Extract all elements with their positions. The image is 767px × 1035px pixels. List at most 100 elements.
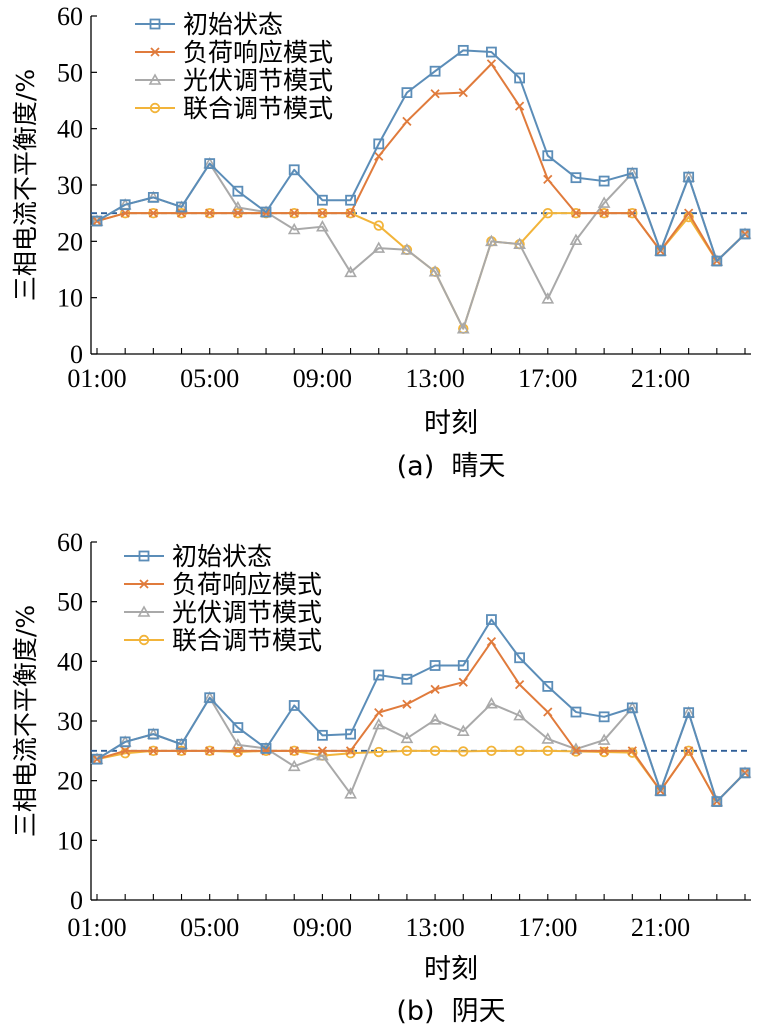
series-pv bbox=[90, 691, 752, 807]
series-line bbox=[96, 749, 746, 803]
data-point bbox=[542, 745, 553, 757]
x-tick-label: 17:00 bbox=[518, 913, 577, 942]
data-point bbox=[233, 746, 243, 756]
data-point bbox=[91, 753, 103, 765]
data-point bbox=[373, 138, 385, 150]
data-point bbox=[599, 746, 609, 756]
y-tick-label: 30 bbox=[57, 171, 83, 200]
legend-label: 初始状态 bbox=[183, 10, 283, 39]
data-point bbox=[429, 65, 441, 77]
data-point bbox=[147, 728, 159, 740]
data-point bbox=[231, 738, 245, 750]
legend-marker bbox=[139, 579, 149, 589]
y-tick-label: 40 bbox=[57, 647, 83, 676]
data-point bbox=[457, 44, 469, 56]
y-tick-label: 10 bbox=[57, 826, 83, 855]
data-point bbox=[486, 59, 497, 69]
legend-marker bbox=[138, 634, 150, 646]
data-point bbox=[374, 151, 384, 161]
legend-label: 联合调节模式 bbox=[183, 94, 333, 123]
y-tick-label: 60 bbox=[57, 528, 83, 557]
data-point bbox=[543, 707, 553, 717]
data-point bbox=[148, 208, 158, 218]
data-point bbox=[176, 208, 187, 218]
data-point bbox=[287, 759, 301, 772]
x-axis-label: 时刻 bbox=[424, 408, 478, 439]
x-tick-label: 01:00 bbox=[67, 913, 126, 942]
data-point bbox=[402, 699, 412, 709]
data-point bbox=[372, 241, 386, 253]
legend-label: 负荷响应模式 bbox=[172, 570, 322, 599]
data-point bbox=[513, 237, 526, 249]
data-point bbox=[599, 208, 609, 218]
data-point bbox=[514, 72, 526, 84]
data-point bbox=[344, 787, 357, 799]
series-pv bbox=[90, 156, 752, 334]
data-point bbox=[232, 185, 244, 197]
data-point bbox=[428, 265, 442, 277]
data-point bbox=[345, 208, 356, 218]
data-point bbox=[486, 46, 497, 58]
data-point bbox=[147, 191, 159, 203]
data-point bbox=[288, 164, 300, 176]
x-tick-label: 17:00 bbox=[518, 364, 577, 393]
x-tick-label: 05:00 bbox=[180, 364, 239, 393]
data-point bbox=[627, 746, 637, 756]
data-point bbox=[345, 748, 356, 759]
data-point bbox=[570, 706, 582, 718]
data-point bbox=[683, 171, 695, 183]
chart-sunny: 0 10 20 30 40 50 60 01:00 05:00 09:00 13:00 17:00 21… bbox=[11, 2, 752, 482]
x-tick-label: 13:00 bbox=[405, 913, 464, 942]
legend-marker bbox=[149, 18, 161, 30]
data-point bbox=[374, 708, 384, 718]
data-point bbox=[176, 201, 187, 213]
data-point bbox=[458, 677, 468, 687]
y-tick-label: 30 bbox=[57, 707, 83, 736]
data-point bbox=[597, 196, 611, 208]
data-point bbox=[514, 745, 525, 757]
legend-item: 初始状态 bbox=[124, 542, 272, 571]
y-tick-label: 0 bbox=[70, 340, 83, 369]
series-line bbox=[96, 62, 746, 263]
data-point bbox=[739, 767, 751, 779]
series-joint bbox=[91, 207, 751, 334]
series-initial bbox=[91, 44, 751, 267]
data-point bbox=[655, 245, 666, 257]
data-point bbox=[598, 175, 610, 187]
y-tick-label: 10 bbox=[57, 284, 83, 313]
data-point bbox=[514, 652, 526, 664]
data-point bbox=[176, 738, 187, 750]
legend-label: 初始状态 bbox=[172, 542, 272, 571]
data-point bbox=[316, 220, 329, 232]
data-point bbox=[205, 746, 215, 756]
data-point bbox=[288, 700, 300, 711]
y-tick-label: 20 bbox=[57, 227, 83, 256]
data-point bbox=[598, 746, 610, 758]
data-point bbox=[289, 746, 299, 756]
data-point bbox=[485, 697, 498, 709]
data-point bbox=[231, 200, 245, 213]
y-tick-label: 60 bbox=[57, 2, 83, 31]
data-point bbox=[458, 746, 469, 757]
data-point bbox=[542, 150, 554, 162]
x-axis-label: 时刻 bbox=[424, 954, 478, 985]
data-point bbox=[316, 194, 328, 206]
y-tick-label: 0 bbox=[70, 886, 83, 915]
data-point bbox=[233, 208, 243, 218]
data-point bbox=[120, 208, 130, 218]
data-point bbox=[344, 265, 357, 278]
chart-caption: (a) 晴天 bbox=[397, 451, 506, 482]
data-point bbox=[316, 748, 329, 761]
data-point bbox=[205, 208, 215, 218]
data-point bbox=[683, 707, 695, 719]
data-point bbox=[457, 660, 469, 671]
data-point bbox=[543, 174, 553, 185]
data-point bbox=[655, 785, 666, 797]
data-point bbox=[373, 669, 385, 681]
data-point bbox=[204, 158, 216, 169]
data-point bbox=[402, 116, 412, 126]
legend-item: 联合调节模式 bbox=[135, 94, 333, 123]
data-point bbox=[428, 713, 442, 725]
data-point bbox=[456, 322, 470, 334]
data-point bbox=[232, 722, 244, 733]
